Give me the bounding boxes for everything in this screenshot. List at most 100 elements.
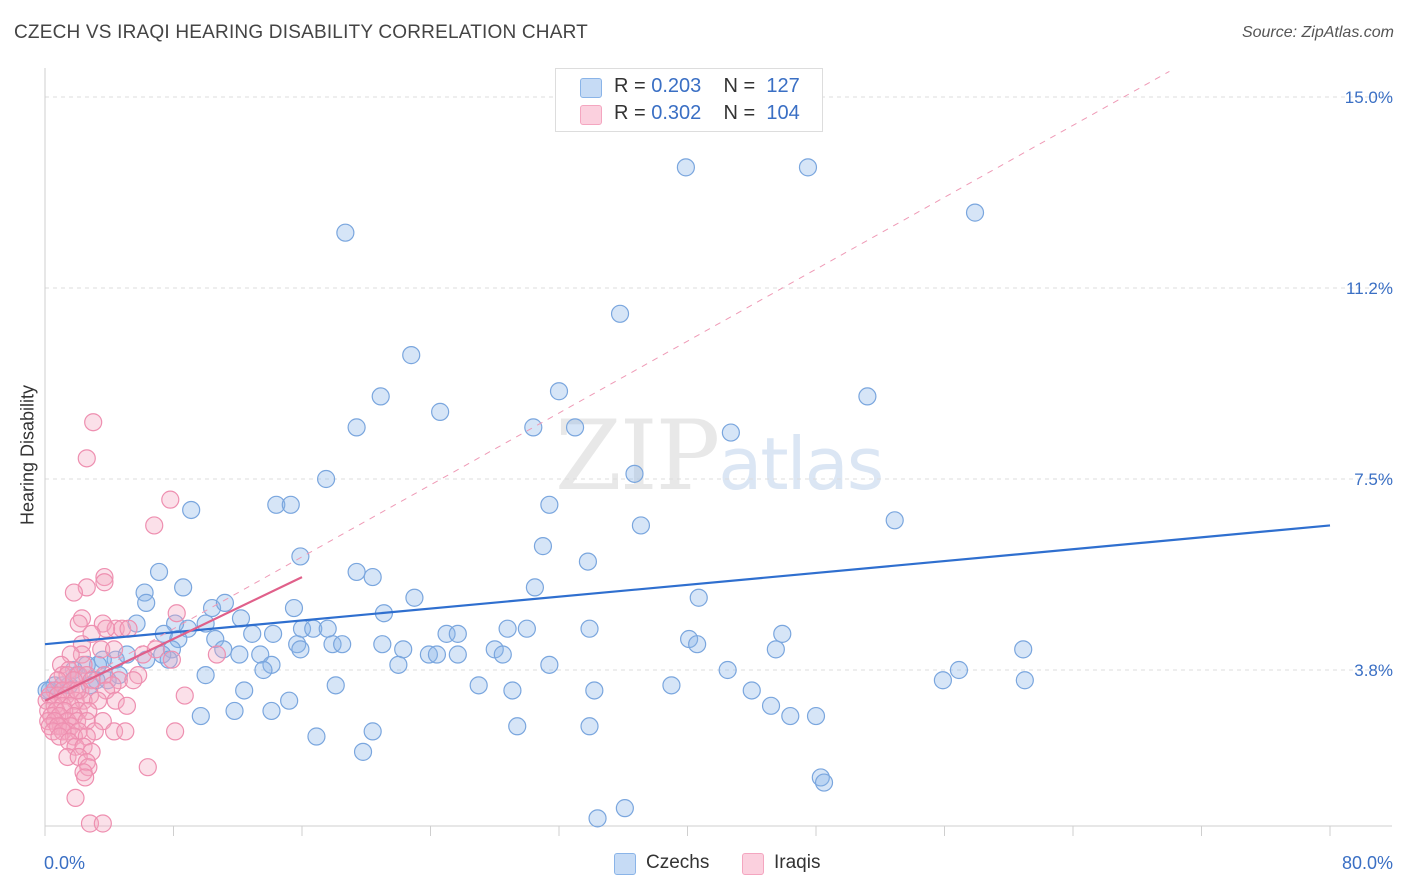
czech-point-24 [578, 552, 598, 571]
czech-point-66 [394, 640, 413, 659]
iraqi-trend-line [44, 576, 303, 702]
chart-title: CZECH VS IRAQI HEARING DISABILITY CORREL… [14, 22, 588, 43]
czech-point-103 [469, 676, 488, 695]
x-tick-label-min: 0.0% [44, 853, 85, 873]
y-tick-label-2: 11.2% [1346, 279, 1393, 298]
iraqi-point-86 [50, 727, 69, 746]
source-label: Source: ZipAtlas.com [1241, 24, 1394, 41]
czech-point-55 [773, 624, 792, 643]
tick-labels: 3.8% 7.5% 11.2% 15.0% 0.0% 80.0% [44, 88, 1393, 873]
y-tick-label-0: 3.8% [1354, 661, 1393, 680]
czech-point-9 [431, 402, 450, 421]
czech-point-1 [798, 158, 818, 177]
iraqi-point-2 [161, 490, 180, 509]
iraqi-point-85 [116, 722, 135, 741]
watermark-zip: ZIP [555, 400, 720, 512]
czech-point-75 [251, 645, 270, 664]
czech-point-15 [316, 469, 336, 489]
iraqis-swatch [742, 853, 764, 875]
iraqi-point-103 [124, 671, 143, 690]
iraqi-point-19 [92, 640, 111, 659]
czechs-swatch [614, 853, 636, 875]
iraqi-point-15 [96, 619, 116, 638]
czech-point-29 [405, 588, 424, 607]
czech-point-10 [347, 418, 366, 437]
iraqi-point-94 [79, 758, 98, 777]
iraqi-point-4 [95, 567, 114, 587]
iraqi-point-98 [66, 788, 85, 808]
czech-point-34 [137, 593, 156, 612]
czech-point-118 [508, 717, 527, 736]
czech-point-69 [493, 645, 512, 664]
czech-point-6 [371, 387, 390, 406]
iraqi-point-100 [93, 814, 112, 833]
czech-point-65 [291, 640, 310, 659]
czech-point-87 [540, 655, 559, 674]
czech-point-113 [262, 701, 281, 721]
czech-point-20 [631, 516, 651, 535]
czech-point-121 [307, 727, 326, 746]
iraqi-point-84 [166, 722, 185, 741]
czech-point-16 [540, 495, 559, 514]
iraqi-point-35 [129, 666, 148, 685]
czech-point-115 [761, 696, 781, 715]
czech-point-28 [174, 578, 193, 597]
czech-point-12 [565, 418, 585, 437]
legend-text-czech: R = 0.203 N = 127 [614, 75, 800, 97]
czech-points [37, 158, 1034, 828]
czech-point-45 [263, 624, 283, 643]
czech-swatch [580, 78, 602, 98]
czech-point-85 [389, 655, 408, 674]
iraqi-point-29 [53, 666, 72, 685]
czech-point-58 [323, 635, 342, 654]
czech-point-22 [533, 537, 553, 556]
czech-point-57 [688, 635, 707, 654]
czech-point-111 [280, 691, 299, 710]
czech-point-90 [196, 666, 215, 685]
czech-point-125 [615, 799, 634, 818]
czech-point-38 [231, 609, 251, 628]
czech-point-123 [811, 768, 830, 787]
czech-point-36 [215, 593, 234, 612]
czech-point-110 [235, 681, 254, 700]
grid-lines [45, 96, 1392, 671]
iraqi-point-10 [69, 614, 88, 633]
czech-point-126 [588, 809, 607, 828]
czech-point-104 [503, 681, 522, 700]
czech-point-107 [742, 681, 761, 700]
czech-point-21 [885, 511, 904, 530]
watermark-atlas: atlas [718, 422, 884, 506]
czech-point-124 [814, 773, 834, 792]
czech-point-70 [766, 640, 785, 659]
czech-point-74 [230, 645, 249, 664]
correlation-legend: R = 0.203 N = 127 R = 0.302 N = 104 [555, 68, 823, 132]
iraqi-trend-extension [44, 70, 1170, 702]
czech-point-49 [318, 619, 337, 638]
iraqi-point-97 [76, 768, 95, 787]
czech-point-92 [109, 666, 128, 685]
czech-point-0 [676, 158, 695, 177]
iraqi-point-14 [119, 619, 138, 638]
iraqi-point-52 [106, 691, 125, 710]
iraqi-point-36 [48, 671, 67, 690]
iraqi-point-8 [167, 604, 186, 623]
czech-point-117 [806, 706, 826, 726]
czech-point-4 [610, 304, 630, 323]
czech-point-25 [347, 562, 366, 582]
czech-trend-line [44, 524, 1331, 646]
czech-point-59 [373, 635, 392, 654]
czech-point-122 [353, 742, 373, 761]
czech-point-13 [721, 423, 740, 442]
czech-point-112 [225, 701, 244, 721]
czech-point-23 [291, 547, 310, 566]
czech-point-105 [585, 681, 604, 700]
legend-text-iraqi: R = 0.302 N = 104 [614, 102, 800, 124]
czech-point-11 [524, 418, 543, 437]
czech-point-30 [525, 578, 545, 597]
iraqi-point-3 [145, 516, 164, 535]
czech-point-26 [149, 562, 169, 582]
czech-point-18 [281, 495, 300, 514]
iraqi-point-1 [77, 449, 96, 468]
czech-point-7 [549, 382, 569, 401]
czech-point-102 [326, 676, 345, 695]
